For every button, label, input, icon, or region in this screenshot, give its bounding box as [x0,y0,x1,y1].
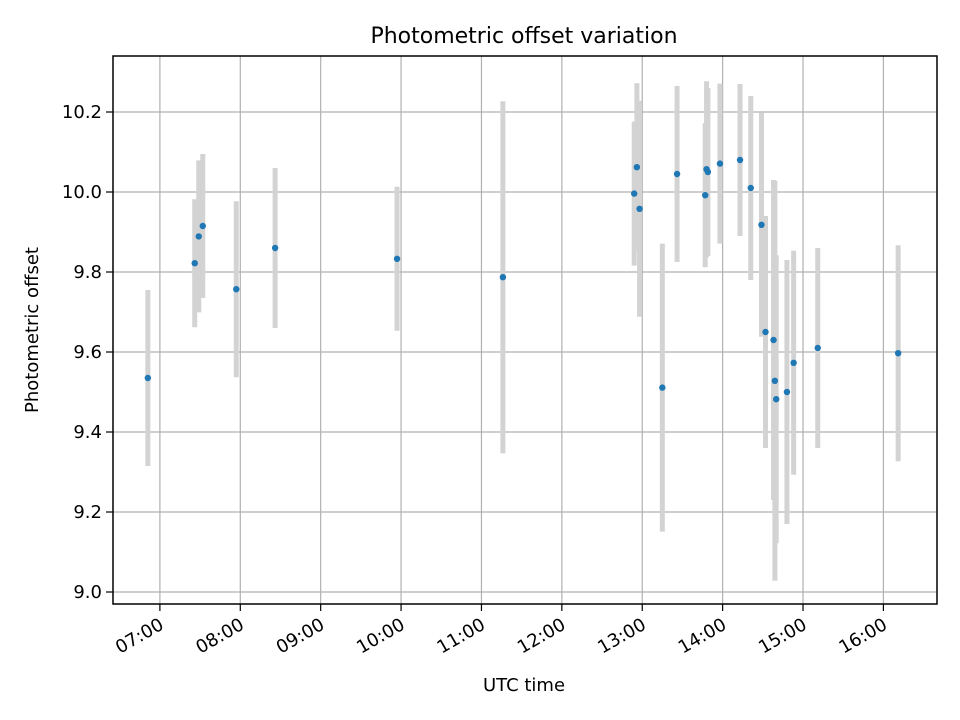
grid [113,56,937,604]
y-axis: 9.0 9.2 9.4 9.6 9.8 10.0 10.2 [62,102,113,603]
data-point [773,396,780,403]
x-tick-label: 10:00 [353,614,408,658]
y-tick-label: 9.6 [73,342,102,363]
data-point [144,374,152,382]
x-tick-label: 09:00 [273,614,328,658]
data-point [758,221,765,228]
data-point [762,328,769,336]
data-point [636,205,643,212]
data-point [736,156,744,164]
x-tick-label: 13:00 [594,614,649,658]
data-point [633,164,641,171]
x-tick-label: 11:00 [434,614,489,658]
data-point [702,192,709,199]
data-point [894,350,902,357]
data-point [630,190,638,197]
data-point [783,388,791,396]
data-point [790,359,797,366]
data-point [191,260,198,267]
x-tick-label: 16:00 [835,614,890,658]
x-tick-label: 15:00 [755,614,810,658]
x-axis: 07:00 08:00 09:00 10:00 11:00 12:00 13:00 14:00… [112,604,891,658]
plot-frame [112,55,938,605]
x-tick-label: 14:00 [675,614,730,658]
x-tick-label: 07:00 [112,614,167,658]
y-tick-label: 9.8 [73,262,102,283]
y-axis-label: Photometric offset [22,247,43,413]
data-point [716,160,724,167]
data-point [747,184,754,192]
y-tick-label: 10.2 [62,102,102,123]
data-point [393,255,401,262]
x-axis-label: UTC time [483,675,565,696]
data-point [770,336,777,344]
data-point [673,170,681,178]
data-point [499,274,507,281]
y-tick-label: 9.0 [73,582,102,603]
data-point [659,384,666,391]
error-bars [145,81,901,581]
x-tick-label: 12:00 [514,614,569,658]
data-point [271,244,279,252]
data-point [814,344,821,352]
data-points [144,156,902,403]
data-point [771,377,779,384]
data-point [195,233,202,240]
y-tick-label: 9.2 [73,502,102,523]
x-tick-label: 08:00 [192,614,247,658]
y-tick-label: 9.4 [73,422,102,443]
chart-title: Photometric offset variation [370,24,677,49]
data-point [704,168,712,176]
data-point [199,222,206,230]
data-point [233,286,240,293]
y-tick-label: 10.0 [62,182,102,203]
